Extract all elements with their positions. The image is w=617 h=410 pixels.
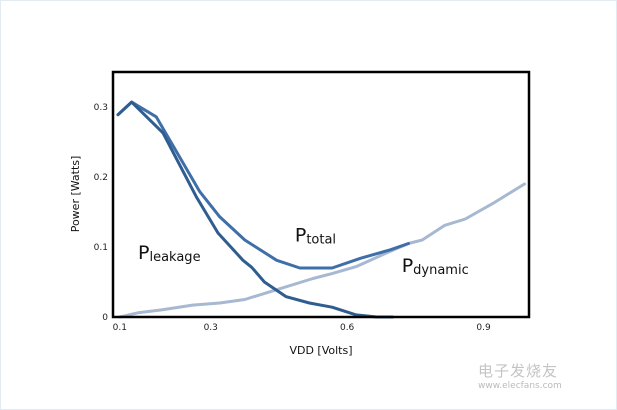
- annotation-pdynamic: Pdynamic: [402, 255, 469, 278]
- y-tick-label: 0: [102, 313, 108, 323]
- annotation-sub: leakage: [149, 250, 200, 265]
- watermark-url: www.elecfans.com: [478, 381, 562, 391]
- x-tick-label: 0.3: [204, 323, 218, 333]
- x-tick-label: 0.9: [476, 323, 491, 333]
- annotation-sub: total: [306, 232, 336, 247]
- annotation-pleakage: Pleakage: [138, 242, 201, 265]
- annotation-sub: dynamic: [413, 263, 469, 278]
- y-axis-label: Power [Watts]: [69, 156, 82, 233]
- watermark-logo: 电子发烧友 www.elecfans.com: [478, 360, 562, 391]
- annotation-main: P: [138, 242, 149, 264]
- plot-frame: [111, 70, 531, 319]
- annotation-main: P: [295, 224, 306, 246]
- series-line-total: [116, 100, 410, 270]
- x-axis-label: VDD [Volts]: [289, 344, 352, 357]
- x-tick-label: 0.6: [340, 323, 355, 333]
- x-tick-label: 0.1: [113, 323, 127, 333]
- series-line-dynamic: [118, 182, 526, 319]
- series-line-leakage: [116, 100, 395, 319]
- annotation-ptotal: Ptotal: [295, 224, 336, 247]
- watermark-cn: 电子发烧友: [478, 362, 559, 380]
- y-tick-label: 0.3: [94, 103, 108, 113]
- annotation-main: P: [402, 255, 413, 277]
- y-tick-label: 0.1: [94, 243, 108, 253]
- y-tick-label: 0.2: [94, 173, 108, 183]
